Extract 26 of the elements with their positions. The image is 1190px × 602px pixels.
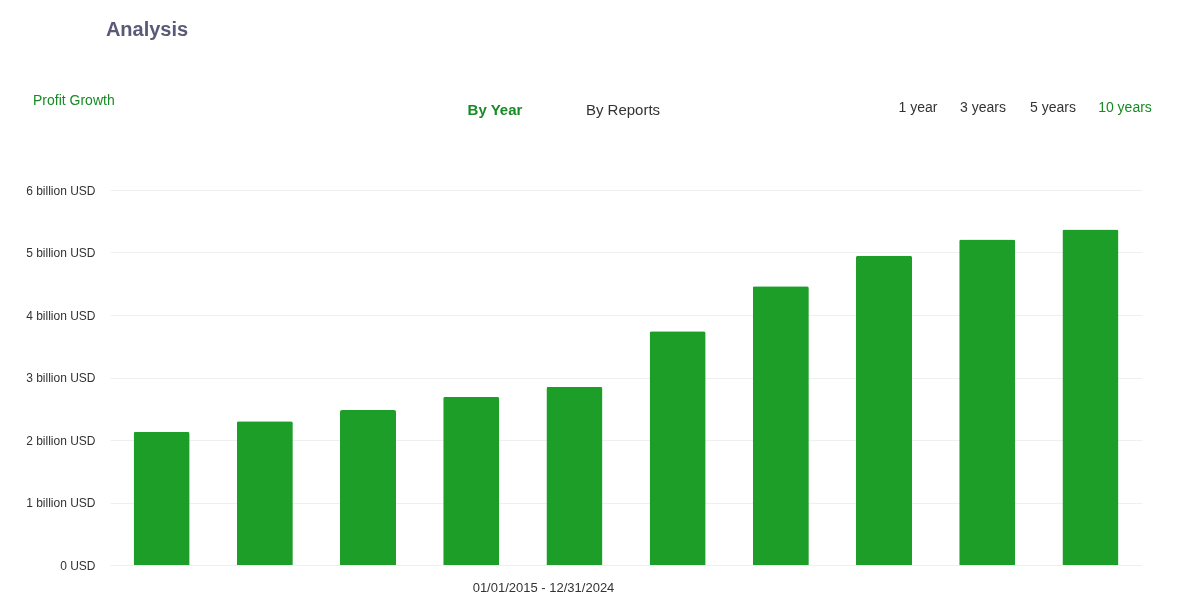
bar — [649, 331, 706, 565]
y-tick-label: 0 USD — [60, 558, 96, 573]
text: 3 years — [960, 99, 1006, 115]
y-tick-label: 2 billion USD — [26, 433, 96, 448]
y-tick-label: 4 billion USD — [26, 308, 96, 323]
x-axis-title: 01/01/2015 - 12/31/2024 — [472, 579, 615, 595]
text: By Year — [467, 101, 523, 118]
text: 10 years — [1098, 99, 1152, 115]
text: Profit Growth — [33, 92, 115, 108]
bar — [339, 410, 397, 565]
bar — [752, 286, 809, 565]
bar — [959, 239, 1016, 565]
y-tick-label: 6 billion USD — [26, 183, 96, 198]
y-tick-label: 3 billion USD — [26, 371, 96, 385]
bar — [1062, 229, 1119, 565]
y-tick-label: 5 billion USD — [26, 246, 96, 260]
chart-title: Analysis — [105, 18, 189, 40]
bar — [546, 386, 603, 565]
bar — [236, 421, 293, 565]
y-tick-label: 1 billion USD — [26, 496, 96, 510]
bar — [443, 396, 500, 565]
bar — [855, 255, 913, 565]
text: 1 year — [898, 99, 938, 115]
text: 5 years — [1030, 99, 1076, 115]
text: By Reports — [585, 101, 661, 118]
bar — [133, 431, 190, 565]
